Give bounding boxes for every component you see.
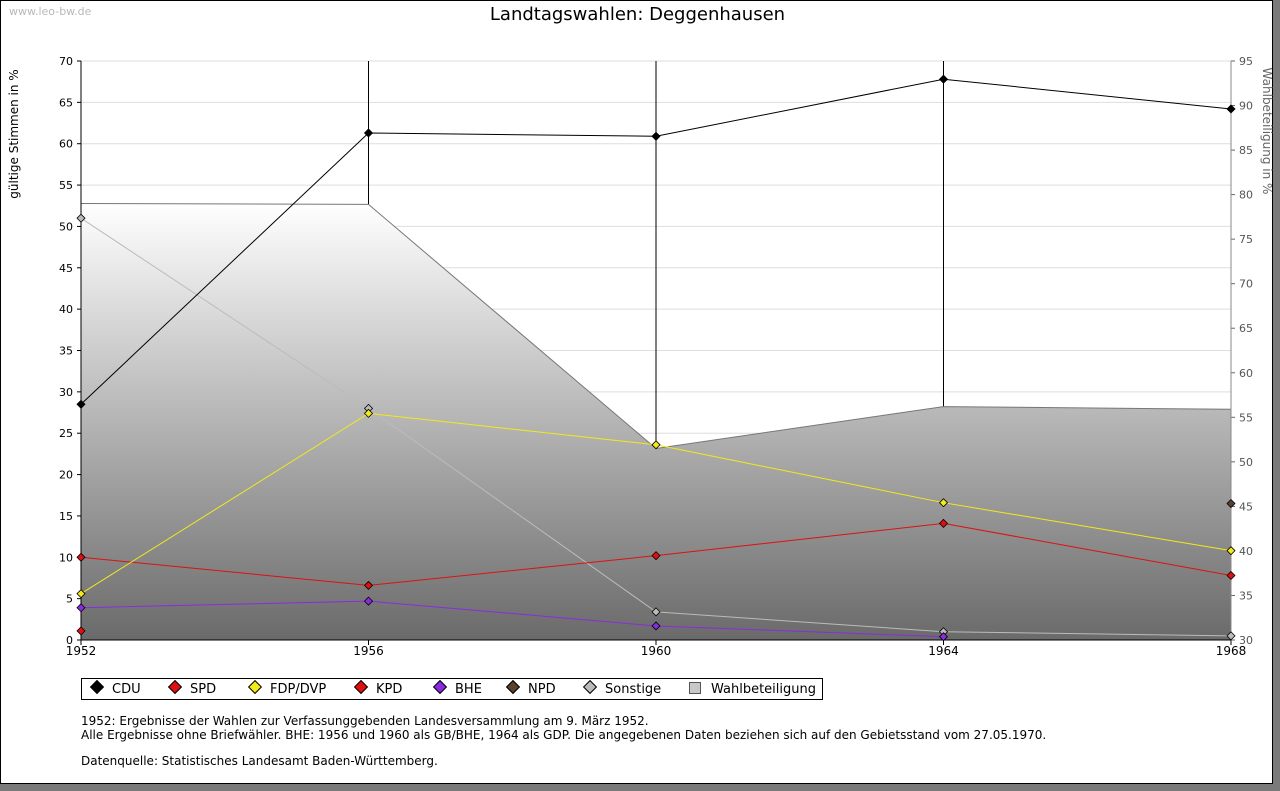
point-cdu-1952 — [76, 399, 86, 409]
point-fdp-dvp-1952 — [76, 589, 86, 599]
y-tick-label-70: 70 — [59, 55, 73, 68]
y2-tick-label-60: 60 — [1239, 367, 1253, 380]
y-tick-label-65: 65 — [59, 96, 73, 109]
y-tick-label-50: 50 — [59, 220, 73, 233]
legend-marker-wahlbeteiligung — [689, 682, 701, 694]
point-spd-1952 — [76, 552, 86, 562]
legend-marker-cdu — [89, 679, 105, 695]
legend-item-fdp-dvp: FDP/DVP — [247, 679, 327, 697]
y2-tick-label-95: 95 — [1239, 55, 1253, 68]
footnote-1952: 1952: Ergebnisse der Wahlen zur Verfassu… — [81, 714, 649, 728]
point-cdu-1956 — [363, 128, 374, 138]
y2-tick-label-50: 50 — [1239, 456, 1253, 469]
footnote-briefwaehler: Alle Ergebnisse ohne Briefwähler. BHE: 1… — [81, 728, 1047, 742]
point-bhe-1952 — [76, 603, 86, 613]
y-tick-label-10: 10 — [59, 551, 73, 564]
legend-item-spd: SPD — [167, 679, 217, 697]
point-cdu-1964 — [938, 74, 949, 84]
x-tick-label-1952: 1952 — [66, 644, 97, 658]
legend: CDU SPD FDP/DVP KPD BHE NPD Sonstige Wah… — [81, 678, 823, 700]
legend-label-sonstige: Sonstige — [605, 682, 662, 697]
point-npd-1968 — [1226, 498, 1236, 509]
legend-marker-bhe — [432, 679, 448, 695]
point-sonstige-1960 — [651, 607, 661, 617]
legend-marker-fdp-dvp — [247, 679, 263, 695]
y-tick-label-60: 60 — [59, 138, 73, 151]
legend-item-cdu: CDU — [89, 679, 141, 697]
y-tick-label-40: 40 — [59, 303, 73, 316]
point-spd-1956 — [363, 580, 374, 590]
legend-label-cdu: CDU — [112, 682, 141, 697]
point-bhe-1964 — [938, 632, 949, 642]
y2-tick-label-75: 75 — [1239, 233, 1253, 246]
x-tick-label-1960: 1960 — [641, 644, 672, 658]
y2-tick-label-40: 40 — [1239, 545, 1253, 558]
legend-label-bhe: BHE — [455, 682, 482, 697]
point-spd-1960 — [651, 551, 661, 561]
legend-item-kpd: KPD — [353, 679, 403, 697]
legend-marker-npd — [505, 679, 521, 695]
legend-label-npd: NPD — [528, 682, 556, 697]
legend-label-fdp-dvp: FDP/DVP — [270, 682, 327, 697]
point-fdp-dvp-1956 — [363, 408, 374, 418]
x-tick-label-1964: 1964 — [928, 644, 959, 658]
legend-marker-sonstige — [582, 679, 598, 695]
legend-item-sonstige: Sonstige — [582, 679, 662, 697]
y2-tick-label-90: 90 — [1239, 100, 1253, 113]
y-tick-label-55: 55 — [59, 179, 73, 192]
y2-tick-label-55: 55 — [1239, 411, 1253, 424]
legend-label-spd: SPD — [190, 682, 217, 697]
y2-tick-label-85: 85 — [1239, 144, 1253, 157]
y-tick-label-5: 5 — [66, 593, 73, 606]
watermark: www.leo-bw.de — [9, 5, 92, 18]
y2-tick-label-80: 80 — [1239, 189, 1253, 202]
point-bhe-1956 — [363, 596, 374, 606]
y2-tick-label-65: 65 — [1239, 322, 1253, 335]
point-fdp-dvp-1968 — [1226, 546, 1236, 556]
y-tick-label-25: 25 — [59, 427, 73, 440]
y2-tick-label-45: 45 — [1239, 500, 1253, 513]
point-kpd-1952 — [76, 626, 86, 636]
area-wahlbeteiligung — [81, 203, 1231, 640]
legend-item-wahlbeteiligung: Wahlbeteiligung — [689, 682, 816, 697]
point-bhe-1960 — [651, 621, 661, 631]
y-tick-label-30: 30 — [59, 386, 73, 399]
x-tick-label-1956: 1956 — [353, 644, 384, 658]
y2-tick-label-35: 35 — [1239, 589, 1253, 602]
y-tick-label-0: 0 — [66, 634, 73, 647]
y2-tick-label-30: 30 — [1239, 634, 1253, 647]
chart-title: Landtagswahlen: Deggenhausen — [489, 4, 786, 25]
legend-label-kpd: KPD — [376, 682, 403, 697]
x-tick-label-1968: 1968 — [1216, 644, 1247, 658]
y-tick-label-15: 15 — [59, 510, 73, 523]
legend-marker-spd — [167, 679, 183, 695]
footnotes: 1952: Ergebnisse der Wahlen zur Verfassu… — [81, 714, 1046, 768]
point-fdp-dvp-1964 — [938, 498, 949, 508]
y-axis-label: gültige Stimmen in % — [7, 69, 21, 198]
point-cdu-1968 — [1226, 104, 1236, 114]
legend-item-bhe: BHE — [432, 679, 482, 697]
y-tick-label-35: 35 — [59, 345, 73, 358]
point-cdu-1960 — [651, 131, 661, 141]
point-fdp-dvp-1960 — [651, 440, 661, 450]
series-line-bhe — [80, 600, 944, 638]
point-sonstige-1968 — [1226, 631, 1236, 641]
legend-label-wahlbeteiligung: Wahlbeteiligung — [711, 682, 817, 697]
legend-marker-kpd — [353, 679, 369, 695]
point-sonstige-1952 — [76, 213, 86, 223]
y2-tick-label-70: 70 — [1239, 278, 1253, 291]
point-spd-1968 — [1226, 570, 1236, 581]
legend-item-npd: NPD — [505, 679, 556, 697]
y2-axis-label: Wahlbeteiligung in % — [1260, 68, 1274, 195]
point-spd-1964 — [938, 518, 949, 528]
y-tick-label-20: 20 — [59, 469, 73, 482]
footnote-source: Datenquelle: Statistisches Landesamt Bad… — [81, 754, 438, 768]
y-tick-label-45: 45 — [59, 262, 73, 275]
